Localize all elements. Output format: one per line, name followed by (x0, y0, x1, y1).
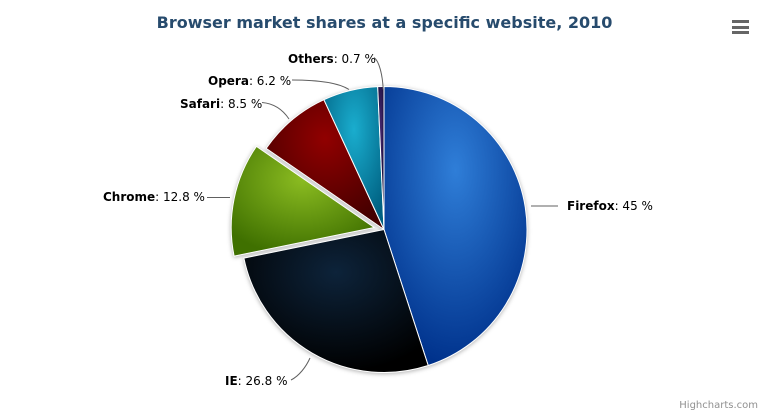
hamburger-icon (732, 31, 749, 34)
pie-slice-firefox[interactable] (383, 86, 528, 366)
data-label-firefox: Firefox: 45 % (567, 199, 653, 213)
connector-opera (291, 79, 350, 90)
pie-slice-ie[interactable] (243, 229, 429, 373)
hamburger-icon (732, 20, 749, 23)
data-label-safari: Safari: 8.5 % (180, 97, 263, 111)
connector-ie (290, 357, 311, 381)
connector-others (373, 57, 384, 90)
connector-safari (261, 102, 290, 120)
label-connectors (206, 57, 558, 381)
credits-link[interactable]: Highcharts.com (679, 400, 758, 411)
pie-slice-others[interactable] (377, 85, 385, 230)
data-label-ie: IE: 26.8 % (225, 374, 288, 388)
data-label-chrome: Chrome: 12.8 % (103, 190, 205, 204)
data-label-others: Others: 0.7 % (288, 52, 376, 66)
chart-title: Browser market shares at a specific webs… (156, 13, 613, 32)
export-menu-button[interactable] (732, 20, 749, 35)
pie-series (230, 85, 528, 373)
hamburger-icon (732, 25, 749, 29)
pie-slice-chrome[interactable] (230, 145, 375, 257)
data-label-opera: Opera: 6.2 % (208, 74, 292, 88)
